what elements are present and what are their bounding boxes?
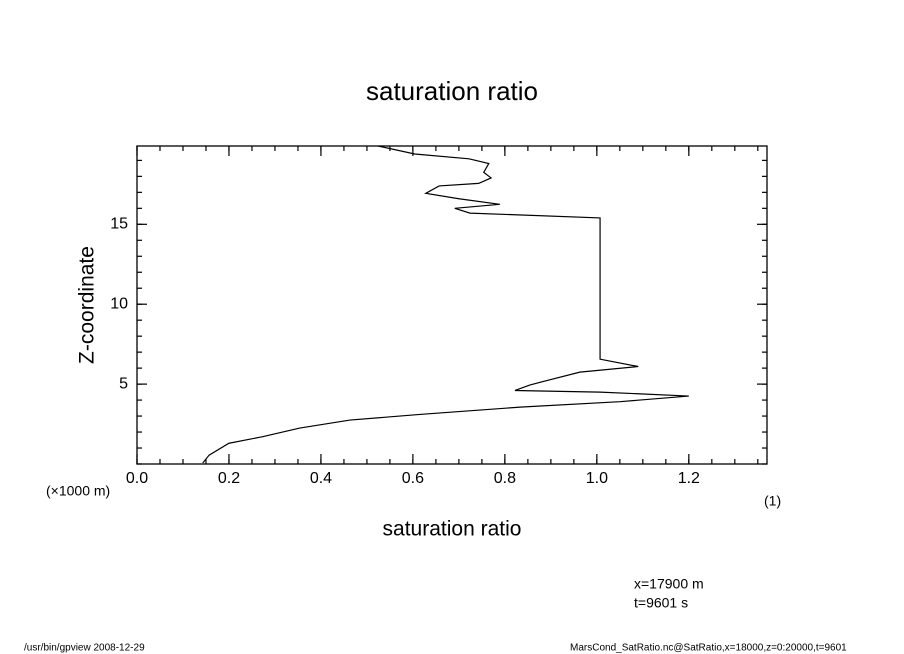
x-tick-label: 0.8 bbox=[494, 470, 516, 487]
y-tick-label: 15 bbox=[110, 216, 128, 233]
footer-right: MarsCond_SatRatio.nc@SatRatio,x=18000,z=… bbox=[570, 643, 847, 654]
annotation: x=17900 m bbox=[634, 576, 704, 592]
x-tick-label: 1.0 bbox=[586, 470, 608, 487]
x-unit: (1) bbox=[764, 493, 781, 509]
y-tick-label: 10 bbox=[110, 295, 128, 312]
chart-title: saturation ratio bbox=[366, 76, 538, 106]
plot-frame bbox=[136, 145, 768, 465]
x-tick-label: 1.2 bbox=[678, 470, 700, 487]
x-tick-label: 0.4 bbox=[310, 470, 332, 487]
y-tick-label: 5 bbox=[119, 375, 128, 392]
annotation: t=9601 s bbox=[634, 595, 688, 611]
x-tick-label: 0.2 bbox=[218, 470, 240, 487]
y-axis-label: Z-coordinate bbox=[76, 246, 99, 364]
footer-left: /usr/bin/gpview 2008-12-29 bbox=[24, 643, 145, 654]
x-tick-label: 0.0 bbox=[126, 470, 148, 487]
y-unit: (×1000 m) bbox=[46, 483, 110, 499]
profile-line bbox=[202, 145, 689, 464]
x-axis-label: saturation ratio bbox=[383, 518, 522, 541]
x-tick-label: 0.6 bbox=[402, 470, 424, 487]
